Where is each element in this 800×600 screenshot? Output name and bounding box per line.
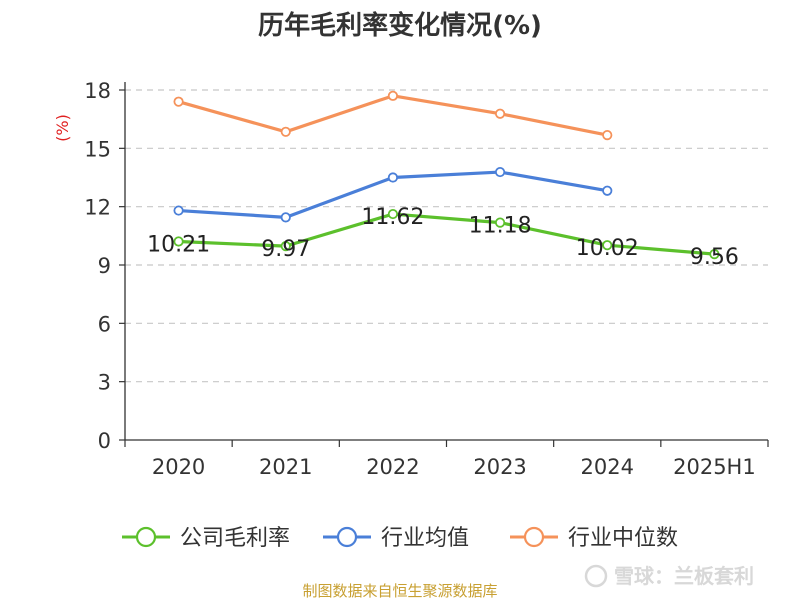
data-point <box>280 126 291 137</box>
series-line-2 <box>178 94 608 137</box>
data-point <box>280 241 291 252</box>
x-tick-label: 2023 <box>473 455 526 479</box>
data-label: 10.02 <box>576 236 639 261</box>
legend-marker-icon <box>135 526 157 548</box>
data-point <box>387 208 399 220</box>
axes: 0 3 6 9 12 15 18 2020 2021 2022 2023 2024 2025H1 <box>84 79 769 479</box>
data-label: 11.62 <box>361 205 424 230</box>
y-tick-label: 18 <box>84 79 111 103</box>
x-tick-label: 2025H1 <box>673 455 756 479</box>
data-point <box>173 96 184 107</box>
y-axis-label: (%) <box>53 114 72 142</box>
watermark-text: 雪球：兰板套利 <box>614 564 754 588</box>
data-point <box>173 205 184 216</box>
legend-marker-icon <box>336 526 358 548</box>
x-tick-label: 2020 <box>152 455 205 479</box>
data-point <box>280 212 291 223</box>
y-tick-label: 0 <box>98 429 111 453</box>
data-label: 10.21 <box>147 232 210 257</box>
x-tick-label: 2024 <box>581 455 634 479</box>
legend-label: 行业中位数 <box>568 526 678 551</box>
source-note: 制图数据来自恒生聚源数据库 <box>302 582 497 600</box>
data-point <box>602 130 613 141</box>
watermark-logo-icon <box>584 564 608 588</box>
data-point <box>709 249 720 260</box>
grid <box>125 89 768 383</box>
x-tick-label: 2022 <box>366 455 419 479</box>
legend-label: 行业均值 <box>381 526 469 551</box>
data-point <box>387 90 399 101</box>
data-point <box>602 240 613 251</box>
series-lines <box>173 90 720 260</box>
x-tick-label: 2021 <box>259 455 312 479</box>
watermark: 雪球：兰板套利 <box>584 564 754 588</box>
y-tick-label: 6 <box>98 312 111 336</box>
data-labels: 10.21 9.97 11.62 11.18 10.02 9.56 <box>147 205 739 270</box>
legend-marker-icon <box>523 526 545 548</box>
data-point <box>494 217 506 228</box>
y-tick-label: 12 <box>84 196 111 220</box>
series-line-0 <box>178 212 715 256</box>
data-point <box>494 166 506 178</box>
y-tick-label: 3 <box>98 371 111 395</box>
data-label: 9.97 <box>261 237 310 262</box>
data-point <box>387 172 399 183</box>
data-point <box>494 108 506 119</box>
legend: 公司毛利率 行业均值 行业中位数 <box>122 526 678 551</box>
data-point <box>602 185 613 196</box>
legend-label: 公司毛利率 <box>180 526 290 551</box>
chart-title: 历年毛利率变化情况(%) <box>258 10 542 41</box>
data-label: 11.18 <box>469 214 532 239</box>
y-tick-label: 9 <box>98 254 111 278</box>
data-point <box>173 236 184 247</box>
y-tick-label: 15 <box>84 137 111 161</box>
data-label: 9.56 <box>690 245 739 270</box>
